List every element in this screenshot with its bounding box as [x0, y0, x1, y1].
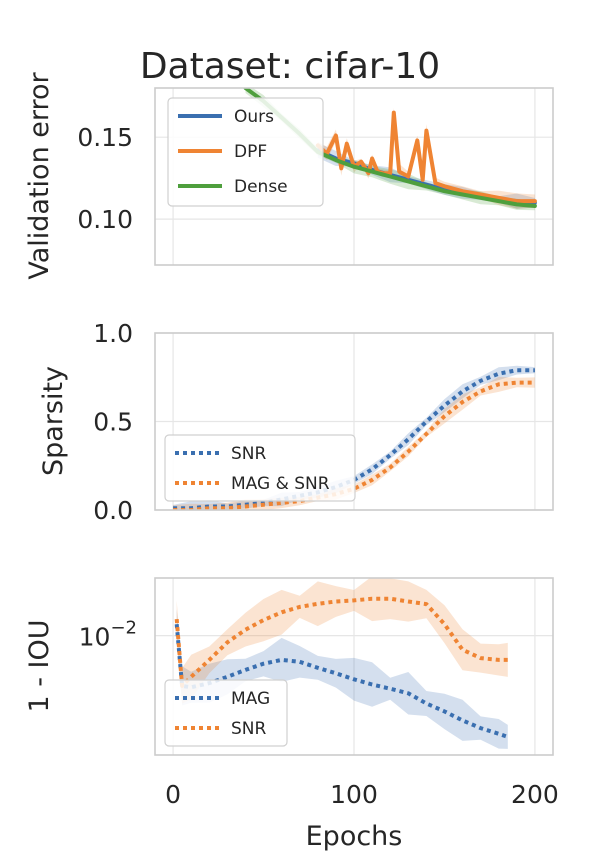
legend-box — [164, 434, 356, 502]
legend-label-mag-snr: MAG & SNR — [231, 474, 330, 494]
plot-frame — [154, 577, 554, 756]
legend-box — [167, 97, 324, 207]
x-axis-label: Epochs — [306, 821, 403, 852]
legend-label-snr: SNR — [231, 444, 267, 464]
y-tick-label: 0.15 — [77, 123, 133, 152]
y-axis-label: Validation error — [24, 71, 55, 279]
y-ticks: 0.0 0.5 1.0 — [93, 319, 133, 525]
series-line-dpf — [315, 110, 537, 204]
legend-label-dense: Dense — [234, 177, 288, 197]
legend-box — [164, 679, 288, 747]
band-snr — [176, 578, 508, 704]
series-line-snr — [174, 596, 508, 688]
y-tick-label: 0.0 — [93, 496, 133, 525]
y-ticks: 0.10 0.15 — [77, 123, 133, 234]
x-tick-label: 0 — [165, 780, 181, 809]
legend-label-dpf: DPF — [234, 142, 267, 162]
y-axis-label: Sparsity — [38, 366, 69, 476]
legend: MAG SNR — [164, 679, 288, 747]
legend: SNR MAG & SNR — [164, 434, 356, 502]
legend: Ours DPF Dense — [167, 97, 324, 207]
plot-frame — [154, 332, 554, 511]
x-tick-label: 200 — [511, 780, 559, 809]
legend-label-snr: SNR — [231, 719, 267, 739]
band-mag — [176, 609, 508, 749]
y-tick-label: 1.0 — [93, 319, 133, 348]
confidence-bands — [173, 365, 535, 510]
legend-label-ours: Ours — [234, 107, 274, 127]
chart-title: Dataset: cifar-10 — [140, 46, 440, 87]
band-mag-snr — [173, 376, 535, 510]
y-ticks: 10−2 — [79, 618, 137, 652]
panel-iou: 10−2 0 100 200 1 - IOU Epochs MAG SNR — [24, 577, 559, 852]
band-snr — [173, 365, 535, 510]
y-tick-label: 0.5 — [93, 408, 133, 437]
x-tick-label: 100 — [330, 780, 378, 809]
y-axis-label: 1 - IOU — [24, 619, 55, 712]
panel-validation-error: 0.10 0.15 Dataset: cifar-10 Validation er… — [24, 46, 554, 280]
series-line-mag-snr — [173, 380, 535, 510]
x-ticks: 0 100 200 — [165, 780, 559, 809]
panel-sparsity: 0.0 0.5 1.0 Sparsity SNR MAG & SNR — [38, 319, 554, 525]
confidence-bands — [176, 578, 508, 749]
y-tick-label: 0.10 — [77, 205, 133, 234]
y-tick-label: 10−2 — [79, 618, 137, 652]
plot-frame — [154, 87, 554, 266]
legend-label-mag: MAG — [231, 689, 270, 709]
